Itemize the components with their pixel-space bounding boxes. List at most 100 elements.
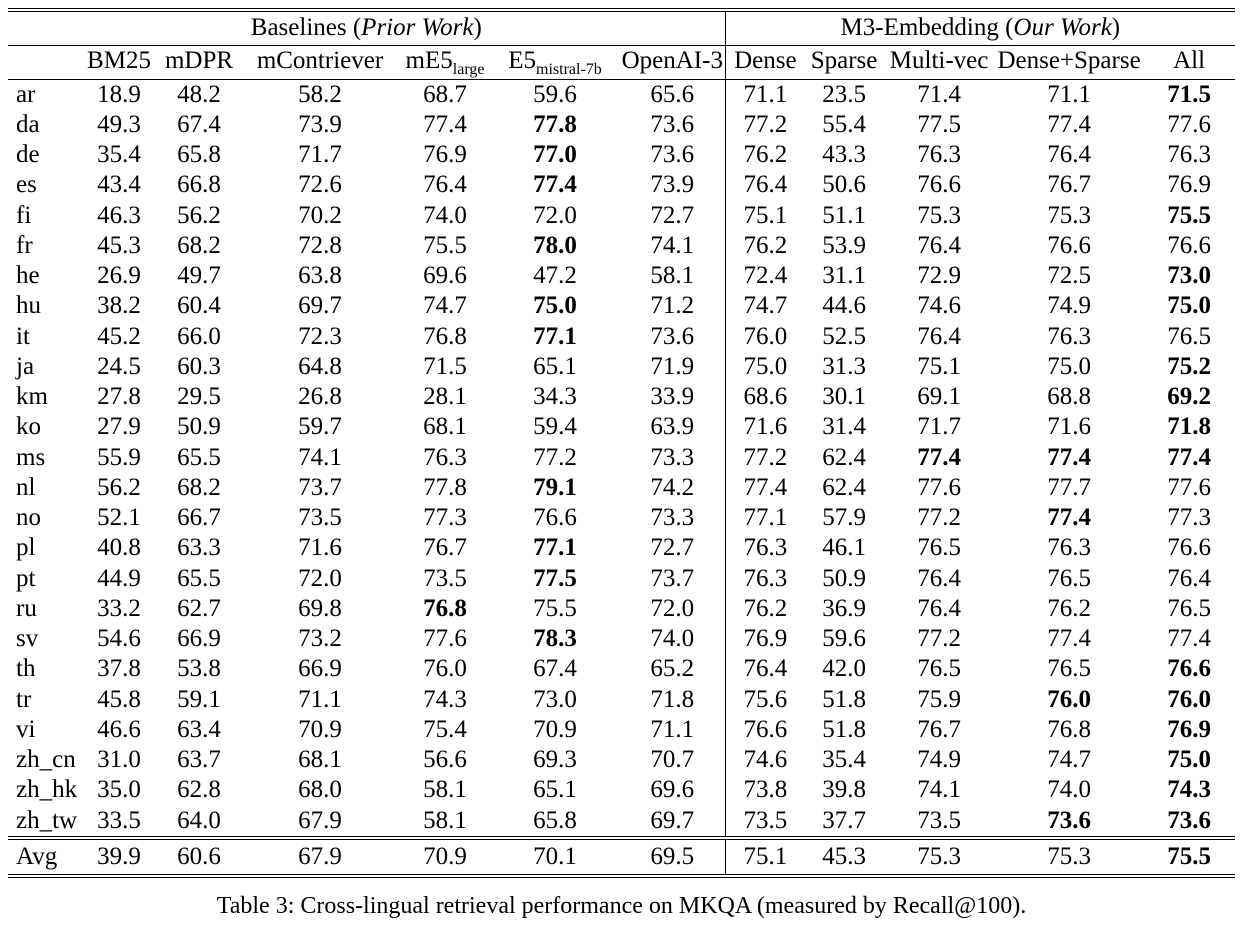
value-cell: 75.5 <box>423 231 467 259</box>
value-cell: 70.9 <box>400 835 490 876</box>
group-header-m3-embedding: M3-Embedding (Our Work) <box>725 10 1236 47</box>
table-row: he 26.9 49.7 63.8 69.6 47.2 58.1 72.4 31.1 72.9 72… <box>8 261 1235 292</box>
value-cell: 58.2 <box>298 80 342 108</box>
group-label: ) <box>1111 14 1121 41</box>
value-cell: 71.2 <box>620 291 726 322</box>
value-cell: 76.9 <box>423 141 467 168</box>
table-row: fr 45.3 68.2 72.8 75.5 78.0 74.1 76.2 53.9 76.4 76… <box>8 230 1235 261</box>
value-cell: 62.8 <box>177 776 221 804</box>
value-cell: 31.3 <box>822 352 866 380</box>
value-cell: 76.5 <box>1167 322 1211 350</box>
value-cell: 69.3 <box>533 746 577 773</box>
table-row: sv 54.6 66.9 73.2 77.6 78.3 74.0 76.9 59.6 77.2 77… <box>8 624 1235 655</box>
value-cell: 55.4 <box>822 110 866 138</box>
group-header-baselines: Baselines (Prior Work) <box>8 10 726 47</box>
value-cell: 77.8 <box>533 110 577 138</box>
value-cell: 76.4 <box>743 171 788 199</box>
value-cell: 71.5 <box>423 352 467 380</box>
value-cell: 76.2 <box>743 141 788 168</box>
table-row: tr 45.8 59.1 71.1 74.3 73.0 71.8 75.6 51.8 75.9 76… <box>8 684 1235 715</box>
value-cell: 71.8 <box>1167 413 1211 441</box>
value-cell: 60.4 <box>177 292 221 320</box>
value-cell: 76.4 <box>917 594 961 622</box>
group-label: ) <box>473 14 482 41</box>
column-header-me5-large: mE5large <box>400 45 490 80</box>
value-cell: 76.2 <box>743 231 788 259</box>
value-cell: 70.9 <box>533 715 577 743</box>
value-cell: 75.3 <box>917 201 961 229</box>
value-cell: 59.7 <box>298 413 342 441</box>
value-cell: 49.7 <box>177 262 221 289</box>
lang-cell: Avg <box>8 835 80 876</box>
value-cell: 65.5 <box>177 443 221 471</box>
value-cell: 76.0 <box>743 322 788 350</box>
value-cell: 76.9 <box>743 625 788 652</box>
value-cell: 53.8 <box>177 655 221 683</box>
value-cell: 73.9 <box>620 170 726 201</box>
value-cell: 75.5 <box>1167 201 1211 229</box>
value-cell: 76.3 <box>743 534 788 562</box>
value-cell: 52.5 <box>822 322 866 350</box>
value-cell: 59.4 <box>533 413 577 441</box>
value-cell: 63.4 <box>177 715 221 743</box>
value-cell: 77.1 <box>743 504 788 531</box>
value-cell: 74.1 <box>917 776 961 804</box>
value-cell: 77.3 <box>1167 504 1211 531</box>
value-cell: 24.5 <box>97 352 141 380</box>
value-cell: 76.6 <box>1047 231 1091 259</box>
value-cell: 74.7 <box>423 292 467 320</box>
lang-cell: de <box>16 141 40 168</box>
value-cell: 76.4 <box>423 171 467 199</box>
lang-cell: zh_tw <box>16 806 78 834</box>
value-cell: 76.5 <box>1047 655 1091 683</box>
value-cell: 67.4 <box>533 655 577 683</box>
value-cell: 76.8 <box>1047 715 1091 743</box>
value-cell: 26.9 <box>97 262 141 289</box>
value-cell: 75.4 <box>423 715 467 743</box>
value-cell: 73.7 <box>620 563 726 594</box>
value-cell: 75.3 <box>883 835 996 876</box>
value-cell: 71.8 <box>620 684 726 715</box>
value-cell: 70.7 <box>620 745 726 776</box>
value-cell: 69.6 <box>423 262 467 289</box>
value-cell: 23.5 <box>822 80 866 108</box>
value-cell: 29.5 <box>177 383 221 410</box>
value-cell: 44.6 <box>822 292 866 320</box>
value-cell: 28.1 <box>423 383 467 410</box>
column-header-mdpr: mDPR <box>158 45 240 80</box>
value-cell: 73.9 <box>298 110 342 138</box>
value-cell: 46.1 <box>822 534 866 562</box>
value-cell: 65.2 <box>620 654 726 685</box>
value-cell: 76.7 <box>423 534 467 562</box>
lang-cell: hu <box>16 292 41 320</box>
value-cell: 76.3 <box>1047 322 1091 350</box>
value-cell: 77.6 <box>423 625 467 652</box>
value-cell: 74.9 <box>1047 292 1091 320</box>
value-cell: 64.8 <box>298 352 342 380</box>
value-cell: 46.6 <box>97 715 141 743</box>
column-header-openai-3: OpenAI-3 <box>620 45 726 80</box>
value-cell: 75.2 <box>1167 352 1211 380</box>
column-header-e5-mistral-7b: E5mistral-7b <box>490 45 620 80</box>
value-cell: 76.3 <box>743 564 788 592</box>
value-cell: 76.2 <box>743 594 788 622</box>
value-cell: 35.4 <box>822 746 866 773</box>
group-header-row: Baselines (Prior Work) M3-Embedding (Our… <box>8 10 1236 47</box>
value-cell: 71.4 <box>917 80 961 108</box>
value-cell: 75.1 <box>725 835 806 876</box>
value-cell: 76.3 <box>1047 534 1091 562</box>
group-label-italic: Prior Work <box>361 14 474 41</box>
value-cell: 76.0 <box>423 655 467 683</box>
value-cell: 26.8 <box>298 383 342 410</box>
table-row: th 37.8 53.8 66.9 76.0 67.4 65.2 76.4 42.0 76.5 76… <box>8 654 1235 685</box>
value-cell: 75.0 <box>1047 352 1091 380</box>
table-row: nl 56.2 68.2 73.7 77.8 79.1 74.2 77.4 62.4 77.6 77… <box>8 472 1235 503</box>
lang-cell: tr <box>16 685 32 713</box>
value-cell: 52.1 <box>97 504 141 531</box>
value-cell: 71.6 <box>298 534 342 562</box>
value-cell: 73.3 <box>620 442 726 473</box>
lang-cell: ja <box>16 352 35 380</box>
value-cell: 76.0 <box>1047 685 1091 713</box>
value-cell: 70.1 <box>490 835 620 876</box>
